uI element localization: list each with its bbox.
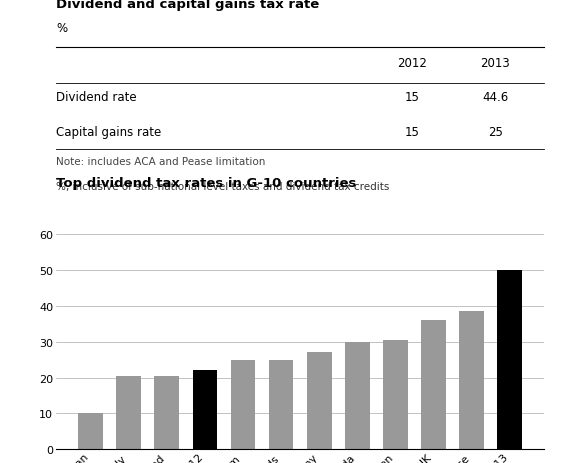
Text: 15: 15 [405,125,420,138]
Text: Note: includes ACA and Pease limitation: Note: includes ACA and Pease limitation [56,156,265,166]
Text: Dividend rate: Dividend rate [56,91,137,104]
Text: Top dividend tax rates in G-10 countries: Top dividend tax rates in G-10 countries [56,176,356,189]
Bar [383,340,408,449]
Bar [345,342,370,449]
Bar [154,376,179,449]
Bar [231,360,255,449]
Bar [307,353,332,449]
Bar [459,312,484,449]
Bar [269,360,293,449]
Text: 15: 15 [405,91,420,104]
Text: 2013: 2013 [480,57,511,70]
Text: 25: 25 [488,125,503,138]
Text: Capital gains rate: Capital gains rate [56,125,162,138]
Text: %: % [56,22,67,35]
Text: %, inclusive of sub-national level taxes and dividend tax credits: %, inclusive of sub-national level taxes… [56,182,389,192]
Text: Dividend and capital gains tax rate: Dividend and capital gains tax rate [56,0,319,11]
Bar [192,370,217,449]
Bar [79,413,103,449]
Text: 44.6: 44.6 [482,91,508,104]
Text: 2012: 2012 [397,57,427,70]
Bar [116,376,141,449]
Bar [421,320,446,449]
Bar [497,270,522,449]
